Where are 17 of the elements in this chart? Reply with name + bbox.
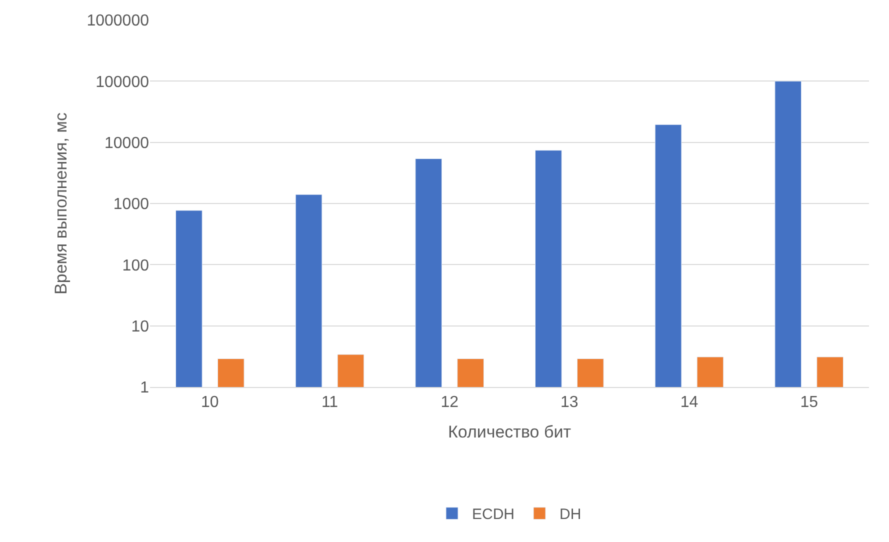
y-tick-label: 1 [140,380,150,397]
x-tick-label: 10 [201,394,219,412]
y-tick-label: 10000 [104,134,150,152]
x-axis-title: Количество бит [448,422,572,442]
x-tick-label: 11 [321,394,338,412]
legend-label: ECDH [472,506,515,524]
x-tick-label: 13 [560,394,578,412]
x-tick-label: 12 [440,394,459,412]
x-tick-label: 15 [800,394,818,412]
y-tick-label: 1000000 [86,12,150,30]
x-tick-label: 14 [680,394,698,412]
y-tick-label: 10 [131,318,150,336]
y-axis-title: Время выполнения, мс [51,112,70,294]
y-tick-label: 100 [122,257,150,274]
y-tick-label: 100000 [96,74,150,91]
legend-label: DH [560,506,582,524]
y-tick-label: 1000 [113,196,150,214]
